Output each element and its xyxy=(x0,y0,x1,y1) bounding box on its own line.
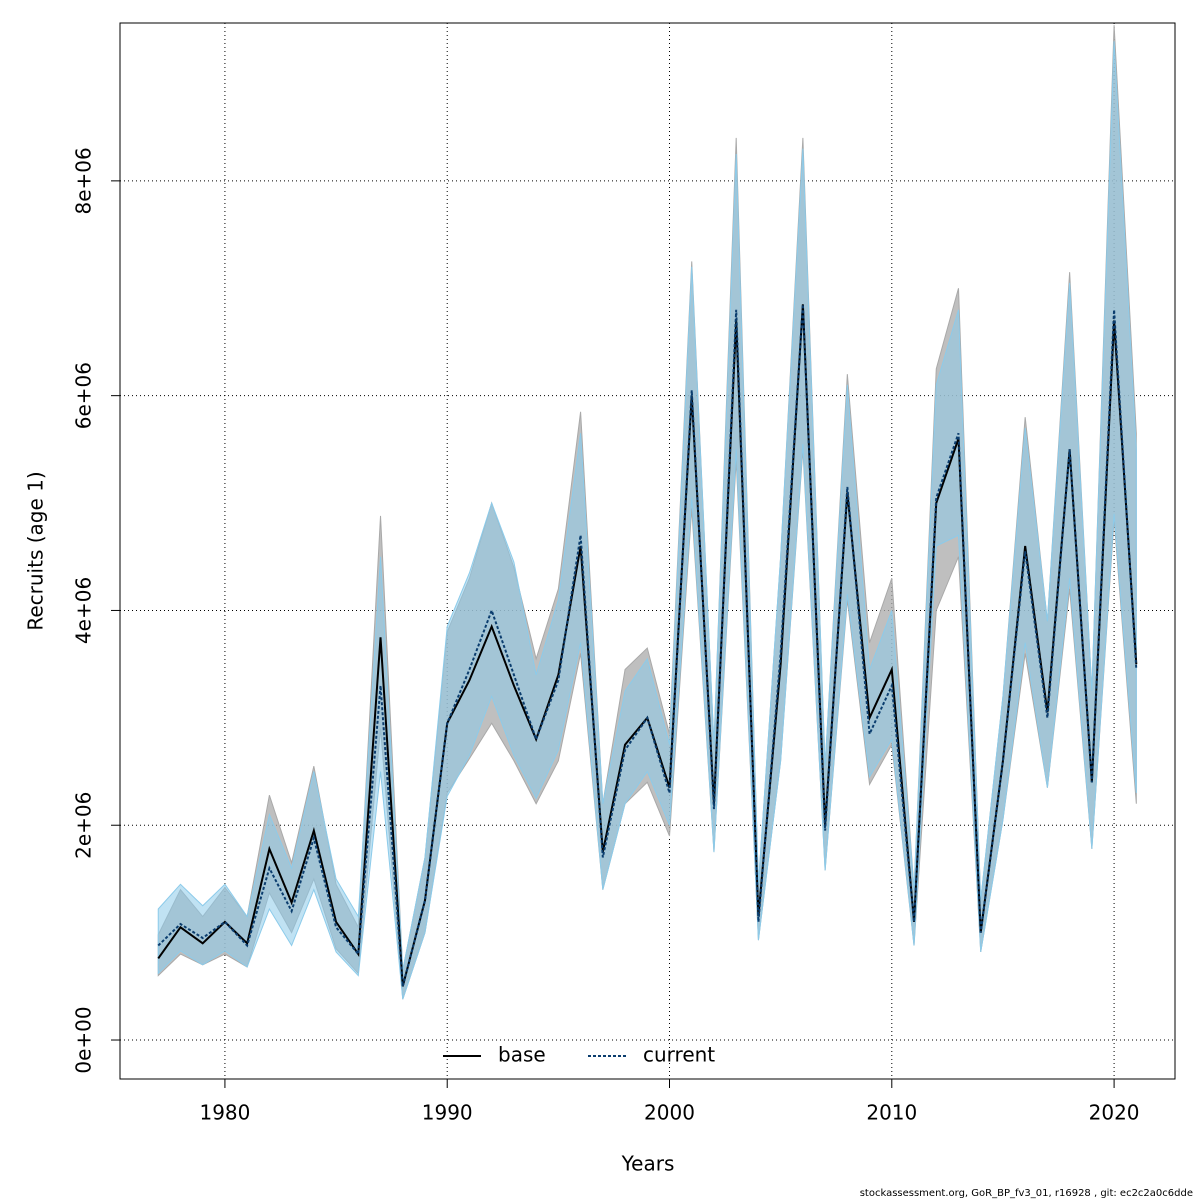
confidence-band xyxy=(157,41,1137,1000)
series-line xyxy=(157,304,1138,987)
x-tick-label: 2020 xyxy=(1089,1101,1140,1125)
legend-label: base xyxy=(498,1043,546,1067)
plot-frame xyxy=(119,22,1176,1080)
x-tick-label: 1990 xyxy=(422,1101,473,1125)
legend-label: current xyxy=(643,1043,715,1067)
x-tick-label: 1980 xyxy=(199,1101,250,1125)
x-axis-label: Years xyxy=(621,1152,675,1176)
footer: stockassessment.org, GoR_BP_fv3_01, r169… xyxy=(860,1188,1193,1199)
x-tick-label: 2000 xyxy=(644,1101,695,1125)
x-tick-label: 2010 xyxy=(866,1101,917,1125)
y-tick-label: 6e+06 xyxy=(72,362,96,429)
y-tick-label: 4e+06 xyxy=(72,577,96,644)
y-tick-label: 8e+06 xyxy=(72,147,96,214)
y-tick-label: 2e+06 xyxy=(72,792,96,859)
y-tick-label: 0e+00 xyxy=(72,1006,96,1073)
y-axis-label: Recruits (age 1) xyxy=(24,471,48,630)
